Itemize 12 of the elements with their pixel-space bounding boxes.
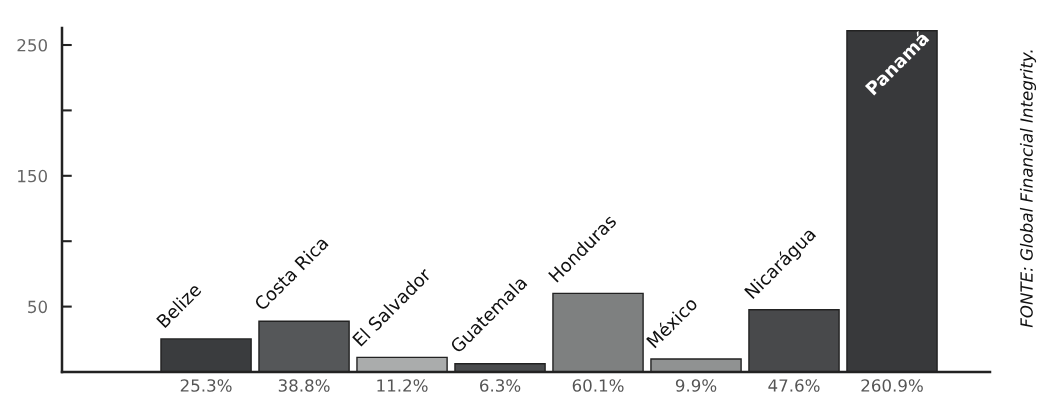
- y-tick-label: 250: [17, 38, 47, 52]
- data-label: 260.9%: [861, 379, 923, 392]
- y-tick-label: 50: [28, 300, 47, 314]
- data-label: 38.8%: [278, 379, 330, 392]
- data-label: 11.2%: [377, 379, 428, 392]
- data-label: 47.6%: [768, 379, 820, 392]
- data-label: 25.3%: [180, 379, 232, 392]
- source-note: FONTE: Global Financial Integrity.: [1019, 50, 1037, 328]
- data-label: 9.9%: [675, 379, 717, 392]
- data-label: 6.3%: [480, 379, 521, 392]
- y-tick-label: 150: [18, 169, 47, 183]
- data-label: 60.1%: [572, 379, 624, 392]
